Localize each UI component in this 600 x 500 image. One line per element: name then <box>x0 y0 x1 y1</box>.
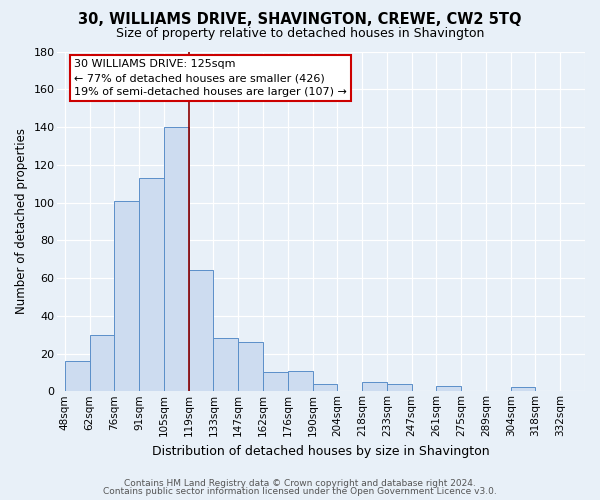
Text: 30, WILLIAMS DRIVE, SHAVINGTON, CREWE, CW2 5TQ: 30, WILLIAMS DRIVE, SHAVINGTON, CREWE, C… <box>78 12 522 28</box>
Bar <box>189 270 214 392</box>
Text: Contains public sector information licensed under the Open Government Licence v3: Contains public sector information licen… <box>103 487 497 496</box>
X-axis label: Distribution of detached houses by size in Shavington: Distribution of detached houses by size … <box>152 444 490 458</box>
Bar <box>115 200 139 392</box>
Bar <box>65 361 89 392</box>
Bar <box>288 370 313 392</box>
Bar <box>511 388 535 392</box>
Text: 30 WILLIAMS DRIVE: 125sqm
← 77% of detached houses are smaller (426)
19% of semi: 30 WILLIAMS DRIVE: 125sqm ← 77% of detac… <box>74 59 347 97</box>
Bar <box>362 382 387 392</box>
Bar <box>238 342 263 392</box>
Bar <box>139 178 164 392</box>
Y-axis label: Number of detached properties: Number of detached properties <box>15 128 28 314</box>
Bar <box>214 338 238 392</box>
Bar <box>387 384 412 392</box>
Bar <box>89 334 115 392</box>
Text: Size of property relative to detached houses in Shavington: Size of property relative to detached ho… <box>116 28 484 40</box>
Bar <box>436 386 461 392</box>
Bar <box>263 372 288 392</box>
Bar <box>164 127 189 392</box>
Text: Contains HM Land Registry data © Crown copyright and database right 2024.: Contains HM Land Registry data © Crown c… <box>124 478 476 488</box>
Bar <box>313 384 337 392</box>
